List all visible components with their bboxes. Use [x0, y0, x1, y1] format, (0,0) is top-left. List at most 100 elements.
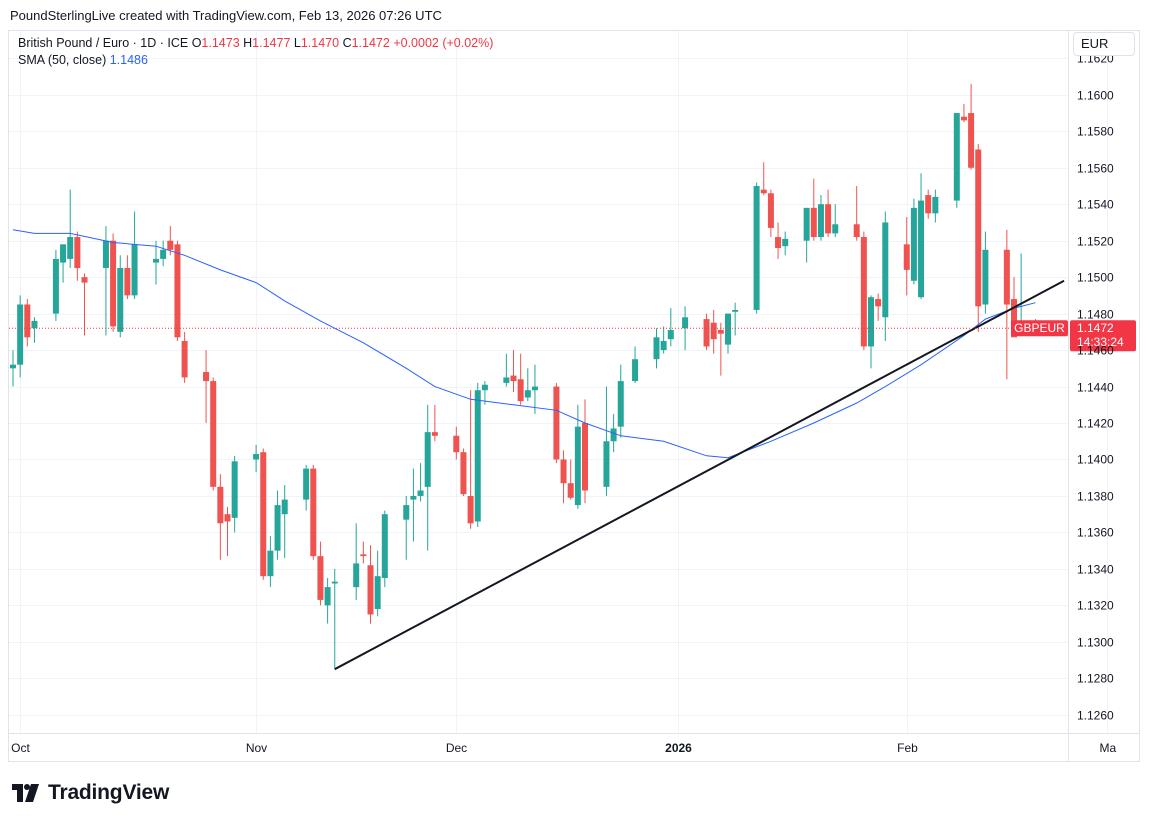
- candle-body: [174, 244, 181, 338]
- candle: [281, 485, 288, 558]
- candle: [975, 144, 982, 332]
- candle: [52, 249, 59, 321]
- candle: [775, 222, 782, 259]
- candle-body: [181, 340, 188, 378]
- candle-body: [903, 244, 910, 270]
- candle-body: [310, 468, 317, 557]
- candle: [10, 350, 16, 387]
- y-tick-label: 1.1440: [1077, 381, 1114, 395]
- candle-body: [775, 237, 782, 248]
- candle: [725, 313, 731, 354]
- candle: [603, 386, 610, 496]
- candle: [367, 545, 374, 624]
- candle: [403, 495, 410, 560]
- candle-body: [868, 297, 874, 347]
- candle: [431, 404, 438, 442]
- candle-body: [667, 330, 674, 340]
- candle-body: [224, 514, 231, 522]
- candle: [303, 464, 310, 511]
- candle-body: [910, 207, 917, 281]
- candle-body: [567, 483, 574, 498]
- candle: [102, 226, 109, 336]
- candle: [567, 459, 574, 500]
- candle: [574, 404, 581, 509]
- candle-body: [875, 299, 882, 307]
- candle-body: [760, 189, 767, 194]
- currency-selector[interactable]: EUR: [1073, 32, 1135, 56]
- candle-body: [267, 550, 274, 577]
- symbol-tag-text: GBPEUR: [1014, 321, 1065, 335]
- tradingview-logo-text: TradingView: [48, 781, 170, 804]
- candle: [424, 404, 431, 551]
- x-tick-label: Dec: [446, 741, 467, 755]
- candle-body: [825, 204, 832, 234]
- candle: [810, 178, 817, 241]
- open-label: O: [191, 36, 202, 50]
- candle: [210, 377, 217, 491]
- candle-body: [953, 113, 960, 201]
- candle-body: [460, 452, 467, 495]
- candle: [253, 444, 260, 473]
- candle: [174, 240, 181, 341]
- y-tick-label: 1.1580: [1077, 125, 1114, 139]
- y-tick-label: 1.1600: [1077, 89, 1114, 103]
- candle-layer: [10, 83, 1039, 670]
- x-tick-label: Nov: [246, 741, 267, 755]
- candle: [968, 83, 975, 170]
- candle-body: [682, 317, 689, 329]
- candle-body: [553, 386, 560, 460]
- candle-body: [653, 337, 660, 360]
- sma-legend[interactable]: SMA (50, close) 1.1486: [18, 53, 148, 67]
- candle-body: [331, 581, 338, 584]
- candle: [274, 490, 281, 560]
- candle-body: [124, 268, 131, 296]
- candle-body: [324, 587, 331, 606]
- candle: [853, 185, 860, 241]
- chart-frame[interactable]: [8, 30, 1140, 762]
- candle: [310, 464, 317, 560]
- candle: [1003, 229, 1010, 380]
- tradingview-logo[interactable]: TradingView: [12, 780, 169, 806]
- chart-attribution-header: PoundSterlingLive created with TradingVi…: [10, 8, 442, 23]
- candle-body: [360, 554, 367, 557]
- candle: [374, 550, 381, 617]
- candle-body: [424, 432, 431, 487]
- candle-body: [617, 381, 624, 427]
- candle-body: [410, 495, 417, 500]
- candle-body: [860, 237, 867, 347]
- y-tick-label: 1.1420: [1077, 417, 1114, 431]
- candle: [617, 364, 624, 438]
- low-value: 1.1470: [300, 36, 340, 50]
- candle-body: [467, 495, 474, 524]
- candle: [81, 273, 88, 336]
- open-value: 1.1473: [201, 36, 240, 50]
- y-tick-label: 1.1520: [1077, 235, 1114, 249]
- high-value: 1.1477: [252, 36, 291, 50]
- candle-body: [603, 441, 610, 487]
- high-label: H: [243, 36, 253, 50]
- candle: [117, 255, 124, 338]
- candle-body: [560, 459, 567, 484]
- close-value: 1.1472: [351, 36, 390, 50]
- candle-body: [52, 258, 59, 314]
- x-tick-label: Feb: [897, 741, 918, 755]
- y-tick-label: 1.1320: [1077, 599, 1114, 613]
- candle: [531, 364, 538, 414]
- price-axis: 1.16201.16001.15801.15601.15401.15201.15…: [1077, 52, 1114, 723]
- y-tick-label: 1.1400: [1077, 453, 1114, 467]
- candle: [324, 578, 331, 624]
- symbol-legend[interactable]: British Pound / Euro · 1D · ICE O1.1473 …: [18, 36, 493, 50]
- y-tick-label: 1.1260: [1077, 709, 1114, 723]
- time-axis: Oct Nov Dec 2026 Feb Ma: [11, 741, 1116, 755]
- candle: [932, 189, 939, 223]
- candle-body: [10, 364, 16, 369]
- candle-body: [510, 375, 517, 382]
- candle: [231, 455, 238, 533]
- candle: [467, 390, 474, 529]
- candle: [331, 568, 338, 670]
- x-tick-label: Oct: [11, 741, 30, 755]
- candle-body: [210, 381, 217, 487]
- candle: [203, 350, 210, 424]
- candle: [868, 295, 874, 369]
